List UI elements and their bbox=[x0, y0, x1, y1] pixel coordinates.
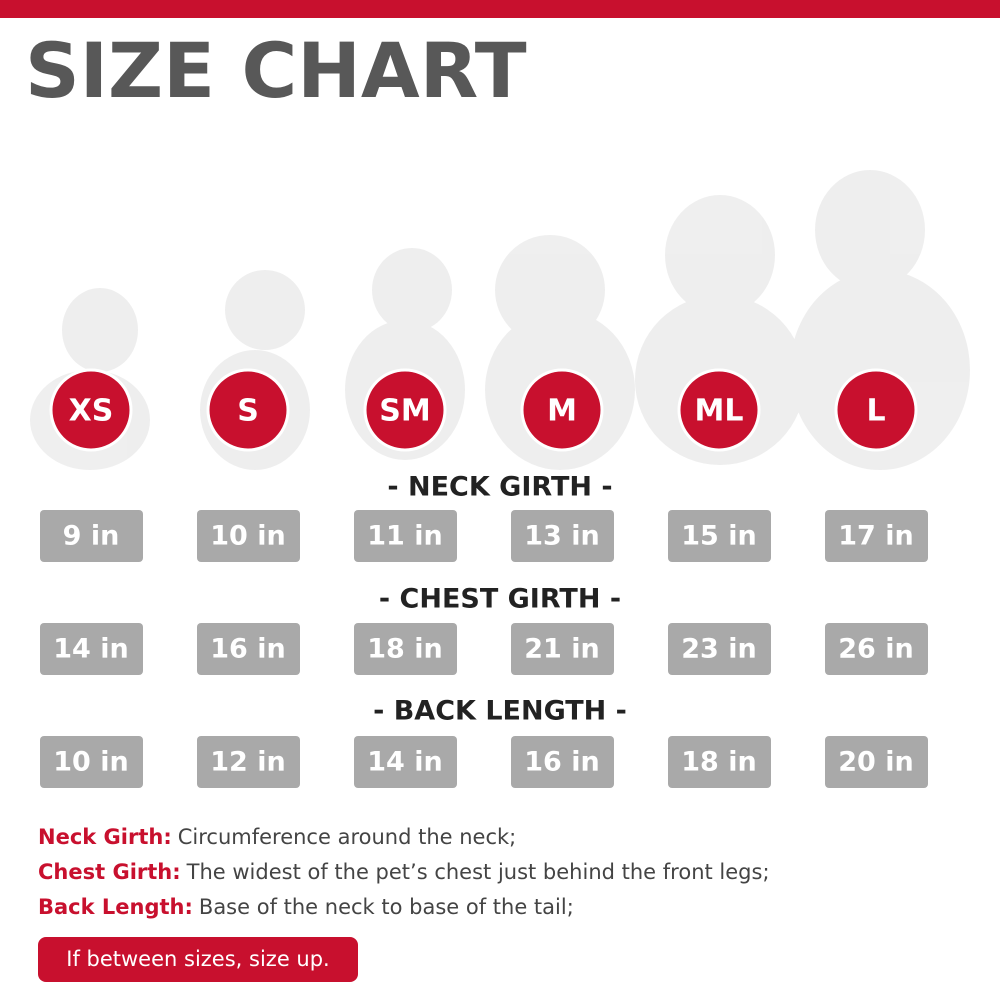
size-badge bbox=[677, 368, 761, 452]
value-text: 14 in bbox=[53, 634, 128, 665]
dog bbox=[62, 288, 138, 372]
value-text: 21 in bbox=[524, 634, 599, 665]
definition: Neck Girth: Circumference around the neck… bbox=[38, 825, 516, 849]
size-badge bbox=[206, 368, 290, 452]
value-box bbox=[197, 736, 300, 788]
value-box bbox=[825, 623, 928, 675]
size-label: S bbox=[237, 394, 259, 429]
definition-text: Circumference around the neck; bbox=[178, 825, 517, 849]
value-text: 13 in bbox=[524, 521, 599, 552]
value-box bbox=[668, 510, 771, 562]
value-text: 10 in bbox=[210, 521, 285, 552]
size-label: L bbox=[866, 394, 885, 429]
section-title: - BACK LENGTH - bbox=[373, 696, 627, 727]
definition: Chest Girth: The widest of the pet’s ches… bbox=[38, 860, 770, 884]
definition-text: The widest of the pet’s chest just behin… bbox=[186, 860, 770, 884]
definition: Back Length: Base of the neck to base of … bbox=[38, 895, 574, 919]
value-text: 17 in bbox=[838, 521, 913, 552]
size-label: M bbox=[547, 394, 577, 429]
size-label: XS bbox=[69, 394, 114, 429]
note-box bbox=[38, 937, 358, 982]
value-box bbox=[197, 623, 300, 675]
value-box bbox=[825, 736, 928, 788]
dog bbox=[815, 170, 925, 290]
value-text: 20 in bbox=[838, 747, 913, 778]
value-box bbox=[511, 736, 614, 788]
size-badge bbox=[49, 368, 133, 452]
definition-term: Back Length: bbox=[38, 895, 193, 919]
value-box bbox=[354, 736, 457, 788]
dog bbox=[665, 195, 775, 315]
value-box bbox=[40, 623, 143, 675]
section-title: - CHEST GIRTH - bbox=[379, 584, 621, 615]
value-text: 12 in bbox=[210, 747, 285, 778]
value-box bbox=[668, 623, 771, 675]
value-text: 23 in bbox=[681, 634, 756, 665]
value-text: 16 in bbox=[210, 634, 285, 665]
value-box bbox=[511, 623, 614, 675]
value-text: 16 in bbox=[524, 747, 599, 778]
value-box bbox=[825, 510, 928, 562]
value-text: 26 in bbox=[838, 634, 913, 665]
value-box bbox=[40, 736, 143, 788]
size-label: SM bbox=[379, 394, 430, 429]
value-text: 10 in bbox=[53, 747, 128, 778]
definition-term: Chest Girth: bbox=[38, 860, 181, 884]
size-badge bbox=[520, 368, 604, 452]
value-box bbox=[511, 510, 614, 562]
value-box bbox=[354, 623, 457, 675]
value-box bbox=[40, 510, 143, 562]
definition-text: Base of the neck to base of the tail; bbox=[199, 895, 574, 919]
value-text: 14 in bbox=[367, 747, 442, 778]
top-bar bbox=[0, 0, 1000, 18]
value-box bbox=[197, 510, 300, 562]
size-badge bbox=[363, 368, 447, 452]
size-badge bbox=[834, 368, 918, 452]
definition-term: Neck Girth: bbox=[38, 825, 172, 849]
dog bbox=[372, 248, 452, 332]
value-text: 18 in bbox=[681, 747, 756, 778]
section-title: - NECK GIRTH - bbox=[387, 472, 612, 503]
value-box bbox=[354, 510, 457, 562]
value-text: 11 in bbox=[367, 521, 442, 552]
value-text: 9 in bbox=[63, 521, 120, 552]
value-text: 15 in bbox=[681, 521, 756, 552]
value-text: 18 in bbox=[367, 634, 442, 665]
title: SIZE CHART bbox=[25, 26, 527, 115]
dog bbox=[225, 270, 305, 350]
value-box bbox=[668, 736, 771, 788]
size-label: ML bbox=[695, 394, 744, 429]
note-text: If between sizes, size up. bbox=[66, 947, 329, 971]
